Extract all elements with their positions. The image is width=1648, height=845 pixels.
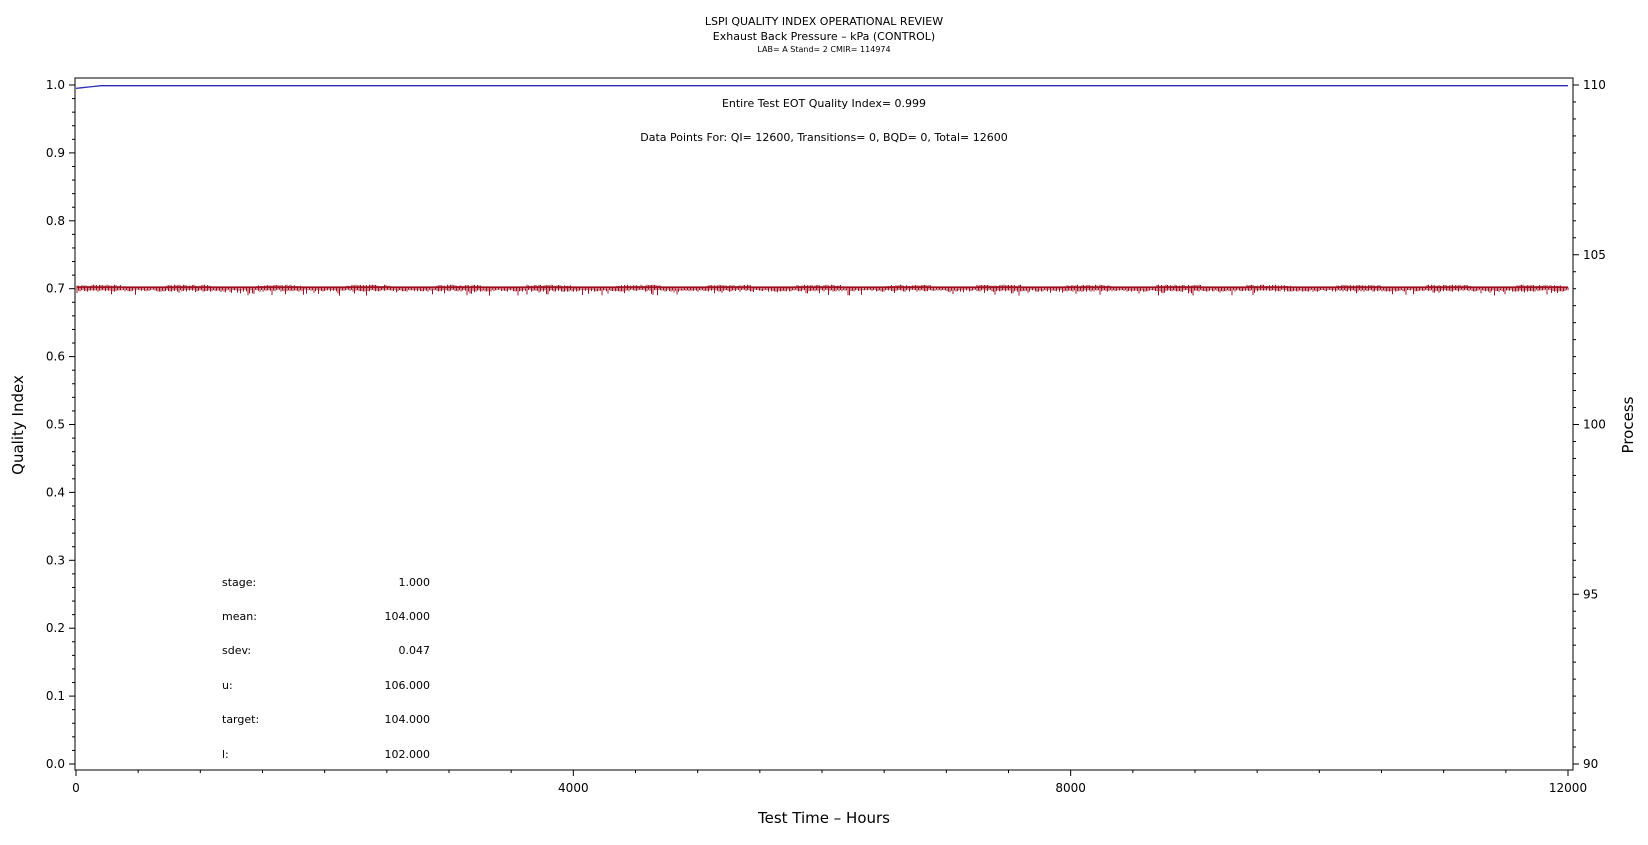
stat-label: target: [222,713,259,726]
y-tick-label: 0.7 [46,282,65,296]
eot-quality-index-annotation: Entire Test EOT Quality Index= 0.999 [722,97,926,110]
y-tick-label: 0.4 [46,485,65,499]
y-tick-label: 0.5 [46,418,65,432]
y-tick-label: 1.0 [46,78,65,92]
y-tick-label: 0.6 [46,350,65,364]
y-tick-label: 0.0 [46,757,65,771]
stat-value: 106.000 [385,679,431,692]
y-tick-label: 0.8 [46,214,65,228]
y2-tick-label: 105 [1583,248,1606,262]
data-points-annotation: Data Points For: QI= 12600, Transitions=… [640,131,1008,144]
stat-value: 102.000 [385,748,431,761]
x-tick-label: 0 [72,781,80,795]
chart-subsubtitle: LAB= A Stand= 2 CMIR= 114974 [757,45,890,54]
stat-label: l: [222,748,229,761]
quality-index-line [75,85,1568,90]
y2-tick-label: 90 [1583,757,1598,771]
plot-area [74,77,1574,771]
stat-label: sdev: [222,644,251,657]
y2-tick-label: 95 [1583,587,1598,601]
stat-label: stage: [222,576,256,589]
chart-subtitle: Exhaust Back Pressure – kPa (CONTROL) [713,30,935,43]
x-tick-label: 8000 [1055,781,1086,795]
y2-tick-label: 110 [1583,78,1606,92]
stat-value: 1.000 [399,576,431,589]
stat-value: 104.000 [385,610,431,623]
y-tick-label: 0.2 [46,621,65,635]
x-tick-label: 12000 [1549,781,1587,795]
x-axis-label: Test Time – Hours [757,809,890,827]
axis-ticks: 0.0 0.1 0.2 0.3 0.4 0.5 0.6 0.7 0.8 0.9 1.0 90 95 100… [46,78,1606,795]
stat-value: 104.000 [385,713,431,726]
y-tick-label: 0.9 [46,146,65,160]
y-tick-label: 0.1 [46,689,65,703]
y-axis-label: Quality Index [9,375,27,475]
stat-value: 0.047 [399,644,431,657]
stats-box: stage: 1.000 mean: 104.000 sdev: 0.047 u: 106.0… [222,576,430,761]
y2-axis-label: Process [1619,396,1637,453]
stat-label: u: [222,679,233,692]
y2-tick-label: 100 [1583,418,1606,432]
y-tick-label: 0.3 [46,553,65,567]
chart-title: LSPI QUALITY INDEX OPERATIONAL REVIEW [705,15,943,28]
series-layer [75,85,1569,296]
process-trace [76,284,1569,296]
x-tick-label: 4000 [558,781,589,795]
stat-label: mean: [222,610,257,623]
